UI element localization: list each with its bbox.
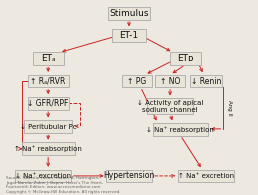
FancyBboxPatch shape — [190, 75, 222, 87]
Text: ET-1: ET-1 — [119, 31, 139, 40]
FancyBboxPatch shape — [15, 169, 71, 182]
Text: ↓ Peritubular Pᴄ: ↓ Peritubular Pᴄ — [20, 124, 76, 129]
FancyBboxPatch shape — [28, 97, 69, 110]
Text: ↓ GFR/RPF: ↓ GFR/RPF — [28, 99, 69, 108]
FancyBboxPatch shape — [170, 52, 201, 65]
FancyBboxPatch shape — [153, 123, 208, 136]
FancyBboxPatch shape — [108, 7, 150, 20]
FancyBboxPatch shape — [111, 29, 147, 42]
FancyBboxPatch shape — [122, 75, 152, 87]
Text: ↓ Activity of apical
sodium channel: ↓ Activity of apical sodium channel — [137, 100, 203, 113]
Text: ↓ Na⁺ excretion: ↓ Na⁺ excretion — [15, 173, 71, 179]
Text: ↑ Rₐ/RVR: ↑ Rₐ/RVR — [30, 77, 66, 86]
Text: ↓ Renin: ↓ Renin — [191, 77, 221, 86]
Text: ↑ Na⁺ excretion: ↑ Na⁺ excretion — [178, 173, 234, 179]
Text: ↑ Na⁺ reabsorption: ↑ Na⁺ reabsorption — [14, 145, 82, 152]
FancyBboxPatch shape — [147, 98, 193, 114]
FancyBboxPatch shape — [28, 75, 69, 87]
FancyBboxPatch shape — [22, 142, 75, 155]
FancyBboxPatch shape — [178, 169, 234, 182]
Text: ETᴅ: ETᴅ — [177, 54, 194, 63]
Text: ↑ NO: ↑ NO — [160, 77, 180, 86]
FancyBboxPatch shape — [33, 52, 64, 65]
FancyBboxPatch shape — [155, 75, 185, 87]
Text: Hypertension: Hypertension — [103, 171, 155, 180]
Text: Source: Valentin Fuster, Robert A. Harrington,
Jagat Narula, Zubin J. Bapna: Hur: Source: Valentin Fuster, Robert A. Harri… — [6, 176, 120, 194]
Text: ETₐ: ETₐ — [41, 54, 55, 63]
Text: ↑ PG: ↑ PG — [127, 77, 146, 86]
FancyBboxPatch shape — [106, 169, 152, 182]
Text: Ang II: Ang II — [227, 100, 232, 116]
Text: Stimulus: Stimulus — [109, 9, 149, 18]
Text: ↓ Na⁺ reabsorption: ↓ Na⁺ reabsorption — [146, 126, 214, 133]
FancyBboxPatch shape — [24, 120, 72, 133]
